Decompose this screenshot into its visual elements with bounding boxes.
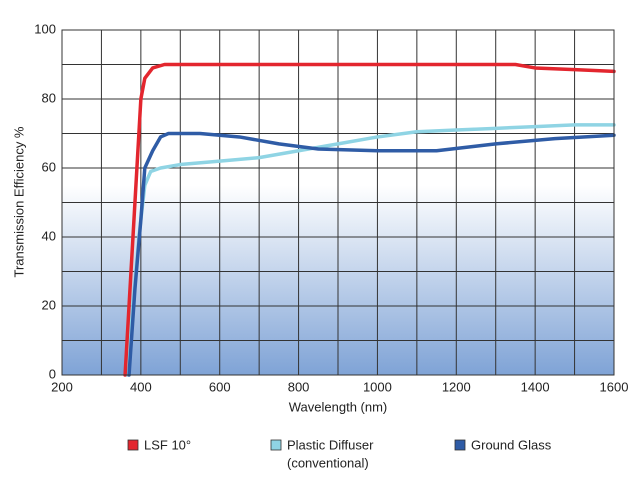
data-line xyxy=(123,62,616,377)
legend-label: LSF 10° xyxy=(144,437,191,452)
y-tick-label: 0 xyxy=(49,366,56,381)
y-tick-label: 20 xyxy=(42,297,56,312)
legend-swatch xyxy=(454,439,466,451)
x-tick-label: 400 xyxy=(130,379,152,394)
legend-label: Plastic Diffuser xyxy=(287,437,374,452)
y-tick-label: 80 xyxy=(42,90,56,105)
x-tick-label: 1400 xyxy=(521,379,550,394)
x-tick-label: 200 xyxy=(51,379,73,394)
y-tick-label: 100 xyxy=(34,21,56,36)
data-line xyxy=(127,131,616,377)
x-tick-label: 600 xyxy=(209,379,231,394)
x-tick-label: 1000 xyxy=(363,379,392,394)
x-axis-label: Wavelength (nm) xyxy=(289,399,388,414)
x-tick-label: 1600 xyxy=(600,379,629,394)
y-tick-label: 60 xyxy=(42,159,56,174)
y-axis-label: Transmission Efficiency % xyxy=(11,126,26,277)
legend-swatch xyxy=(270,439,282,451)
y-tick-label: 40 xyxy=(42,228,56,243)
legend-label: Ground Glass xyxy=(471,437,552,452)
x-tick-label: 800 xyxy=(288,379,310,394)
x-tick-label: 1200 xyxy=(442,379,471,394)
legend-swatch xyxy=(127,439,139,451)
plot-frame xyxy=(61,29,615,376)
legend-note: (conventional) xyxy=(287,455,369,470)
